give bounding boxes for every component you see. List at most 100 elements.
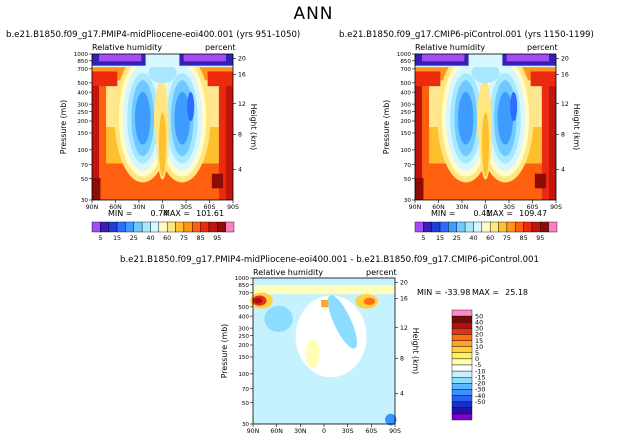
diff-colorbar-label-14: -50 — [475, 398, 485, 406]
diff-colorbar-label-13: -40 — [475, 392, 485, 400]
diff-ytick-label-10: 70 — [242, 387, 250, 393]
left-ytick-label-4: 400 — [77, 90, 88, 96]
left-ytick-label-10: 70 — [81, 163, 89, 169]
diff-panel-title: b.e21.B1850.f09_g17.PMIP4-midPliocene-eo… — [120, 255, 539, 265]
page-title: ANN — [293, 4, 334, 24]
right-colorbar-label-5: 75 — [503, 234, 511, 242]
diff-htick-label-4: 20 — [400, 280, 408, 287]
left-ytick-label-7: 200 — [77, 119, 88, 125]
right-colorbar-label-6: 85 — [520, 234, 528, 242]
right-colorbar-box-1 — [423, 221, 432, 233]
left-itcz-inner — [158, 112, 167, 177]
left-panel-units-label: percent — [205, 43, 236, 52]
left-plot-area — [91, 53, 234, 201]
right-colorbar-label-4: 60 — [486, 234, 494, 242]
left-colorbar-label-3: 40 — [146, 234, 154, 242]
left-min-label: MIN = 0.74 — [108, 209, 169, 218]
left-colorbar-label-1: 15 — [113, 234, 121, 242]
right-surface-south — [534, 173, 547, 189]
right-min-label: MIN = 0.41 — [431, 209, 492, 218]
right-colorbar-box-15 — [540, 221, 549, 233]
diff-htick-label-0: 4 — [400, 391, 404, 398]
left-upper-north — [92, 71, 118, 87]
diff-ytick-label-8: 150 — [238, 355, 249, 361]
diff-colorbar-box-6 — [451, 346, 473, 353]
right-max-value: 109.47 — [519, 209, 548, 218]
left-colorbar-box-10 — [175, 221, 185, 233]
left-htick-label-0: 4 — [238, 167, 242, 174]
diff-htick-label-2: 12 — [400, 325, 408, 332]
left-colorbar-label-6: 85 — [197, 234, 205, 242]
left-surface-north — [92, 178, 101, 200]
diff-min-value: -33.98 — [444, 288, 471, 297]
left-xtick-label-6: 90S — [227, 204, 239, 211]
right-min-value: 0.41 — [473, 209, 492, 218]
diff-colorbar-box-10 — [451, 370, 473, 378]
diff-ytick-label-9: 100 — [238, 372, 249, 378]
left-edge-south — [225, 74, 233, 200]
right-colorbar-box-0 — [414, 221, 424, 233]
diff-colorbar-box-0 — [451, 309, 473, 317]
right-colorbar-label-7: 95 — [536, 234, 544, 242]
left-panel-title: b.e21.B1850.f09_g17.PMIP4-midPliocene-eo… — [6, 30, 301, 40]
diff-htick-label-3: 16 — [400, 296, 408, 303]
diff-colorbar-box-5 — [451, 340, 473, 347]
left-ytick-label-0: 1000 — [74, 52, 89, 58]
diff-colorbar-label-3: 20 — [475, 331, 483, 339]
diff-xtick-label-0: 90N — [247, 428, 260, 435]
diff-ytick-label-12: 30 — [242, 422, 250, 428]
diff-xtick-label-1: 60N — [270, 428, 283, 435]
diff-ytick-label-0: 1000 — [235, 276, 250, 282]
diff-colorbar-box-15 — [451, 401, 473, 408]
diff-colorbar-box-17 — [451, 413, 473, 421]
left-xtick-label-1: 60N — [109, 204, 122, 211]
diff-colorbar-box-3 — [451, 328, 473, 335]
right-ytick-label-7: 200 — [400, 119, 411, 125]
right-colorbar-box-9 — [489, 221, 499, 233]
left-colorbar-label-5: 75 — [180, 234, 188, 242]
left-colorbar-box-16 — [225, 221, 235, 233]
left-ytick-label-1: 850 — [77, 59, 88, 65]
right-tropopause-dry — [471, 62, 500, 84]
diff-surface-south — [385, 413, 397, 426]
diff-max-label: MAX = 25.18 — [472, 288, 529, 297]
right-dry-south-5 — [497, 91, 513, 145]
diff-plot-area — [250, 277, 397, 426]
left-max-label: MAX = 101.61 — [163, 209, 225, 218]
right-htick-label-1: 8 — [561, 132, 565, 139]
right-colorbar-box-3 — [439, 221, 449, 233]
diff-colorbar-box-13 — [451, 389, 473, 396]
diff-colorbar-label-11: -20 — [475, 380, 485, 388]
left-ytick-label-3: 500 — [77, 81, 88, 87]
right-colorbar-box-5 — [456, 221, 466, 233]
left-colorbar-label-0: 5 — [98, 234, 102, 242]
diff-colorbar-label-12: -30 — [475, 386, 485, 394]
right-htick-label-4: 20 — [561, 56, 569, 63]
left-colorbar-box-0 — [91, 221, 101, 233]
diff-xtick-label-3: 0 — [322, 428, 326, 435]
diff-colorbar-box-16 — [451, 407, 473, 415]
right-colorbar-box-12 — [515, 221, 524, 233]
left-xtick-label-5: 60S — [204, 204, 216, 211]
diff-colorbar-label-7: 0 — [475, 355, 479, 363]
left-colorbar-box-2 — [108, 221, 118, 233]
diff-colorbar-box-8 — [451, 358, 473, 366]
right-ytick-label-12: 30 — [404, 198, 412, 204]
diff-min-label: MIN = -33.98 — [417, 288, 471, 297]
left-htick-label-2: 12 — [238, 101, 246, 108]
right-colorbar-box-16 — [548, 221, 558, 233]
right-ylabel-right: Height (km) — [572, 104, 581, 150]
right-surface-north — [415, 178, 424, 200]
diff-ytick-label-2: 700 — [238, 291, 249, 297]
right-edge-north — [415, 74, 423, 200]
left-ytick-label-6: 250 — [77, 110, 88, 116]
diff-xtick-label-4: 30S — [342, 428, 354, 435]
right-xtick-label-6: 90S — [550, 204, 562, 211]
diff-colorbar-label-1: 40 — [475, 318, 483, 326]
diff-blue-north — [264, 305, 293, 333]
diff-colorbar-box-14 — [451, 395, 473, 402]
left-colorbar-label-7: 95 — [213, 234, 221, 242]
left-htick-label-1: 8 — [238, 132, 242, 139]
left-colorbar-box-4 — [125, 221, 134, 233]
